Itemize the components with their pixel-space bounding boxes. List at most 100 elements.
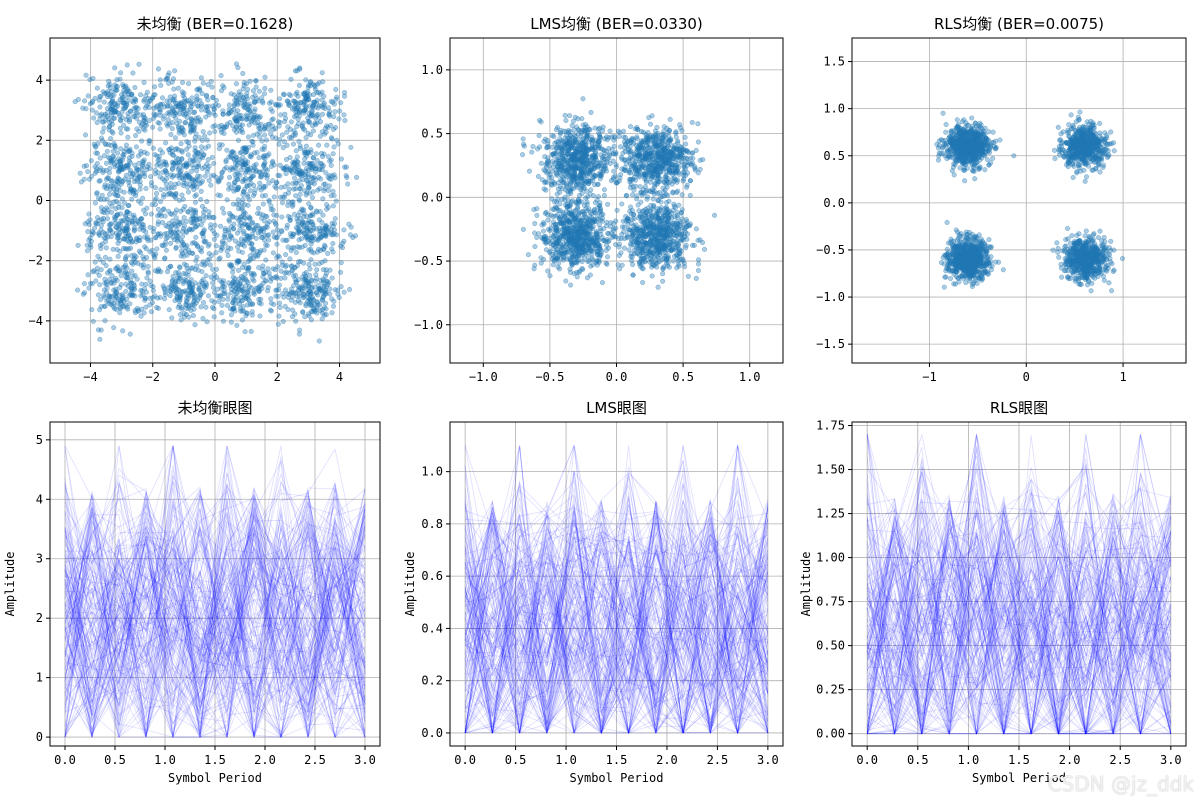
scatter-point — [332, 109, 338, 115]
scatter-point — [138, 148, 144, 154]
scatter-point — [629, 192, 636, 198]
scatter-point — [617, 144, 624, 150]
scatter-point — [695, 261, 702, 267]
scatter-point — [176, 111, 182, 117]
scatter-point — [316, 103, 322, 109]
scatter-point — [672, 214, 678, 220]
scatter-point — [322, 291, 328, 297]
scatter-point — [319, 89, 325, 95]
scatter-point — [148, 237, 154, 243]
scatter-point — [131, 227, 137, 233]
scatter-point — [114, 277, 120, 283]
scatter-point — [150, 287, 156, 294]
scatter-point — [288, 135, 295, 141]
scatter-point — [104, 281, 110, 287]
scatter-point — [232, 180, 238, 186]
scatter-point — [605, 239, 611, 245]
scatter-point — [189, 220, 195, 226]
scatter-point — [209, 304, 216, 310]
scatter-point — [199, 137, 205, 143]
scatter-point — [317, 133, 323, 139]
scatter-point — [200, 213, 207, 219]
scatter-point — [233, 111, 239, 117]
scatter-point — [243, 276, 249, 282]
scatter-point — [291, 211, 297, 217]
scatter-point — [245, 296, 251, 303]
scatter-point — [121, 270, 127, 276]
scatter-point — [273, 287, 279, 293]
scatter-point — [667, 116, 673, 122]
scatter-point — [157, 174, 163, 180]
scatter-point — [545, 268, 551, 274]
scatter-point — [100, 89, 106, 95]
scatter-point — [279, 262, 286, 268]
scatter-point — [245, 280, 251, 286]
scatter-point — [150, 124, 156, 130]
scatter-point — [695, 121, 701, 127]
scatter-point — [611, 137, 617, 143]
scatter-point — [170, 107, 176, 113]
scatter-point — [184, 265, 190, 272]
scatter-point — [230, 226, 237, 232]
scatter-point — [139, 121, 145, 127]
scatter-point — [93, 278, 99, 284]
scatter-point — [198, 144, 205, 150]
scatter-point — [209, 252, 215, 258]
scatter-point — [112, 65, 118, 71]
scatter-point — [213, 250, 219, 256]
scatter-point — [232, 238, 239, 244]
scatter-point — [173, 115, 179, 121]
scatter-point — [309, 195, 316, 201]
scatter-point — [322, 258, 328, 264]
scatter-point — [283, 171, 289, 177]
scatter-point — [250, 142, 256, 148]
scatter-point — [294, 105, 301, 111]
scatter-point — [280, 237, 286, 243]
scatter-point — [199, 90, 205, 97]
scatter-point — [207, 225, 214, 231]
scatter-point — [107, 191, 113, 197]
scatter-point — [348, 144, 354, 150]
scatter-point — [311, 155, 317, 161]
scatter-point — [230, 213, 236, 219]
scatter-point — [133, 193, 139, 199]
scatter-point — [160, 207, 166, 213]
scatter-point — [247, 109, 253, 115]
scatter-point — [660, 266, 666, 272]
scatter-point — [313, 208, 319, 214]
scatter-point — [147, 166, 153, 172]
scatter-point — [213, 243, 219, 249]
scatter-point — [250, 290, 257, 296]
scatter-point — [695, 267, 701, 273]
scatter-point — [214, 274, 220, 280]
scatter-point — [283, 269, 290, 275]
scatter-point — [75, 242, 81, 248]
scatter-point — [219, 169, 225, 175]
scatter-point — [283, 262, 289, 268]
scatter-point — [163, 169, 170, 175]
scatter-point — [295, 298, 302, 304]
scatter-point — [280, 91, 287, 97]
scatter-point — [144, 122, 150, 128]
scatter-point — [248, 188, 254, 194]
scatter-point — [109, 273, 115, 279]
scatter-point — [321, 102, 327, 108]
scatter-point — [219, 302, 225, 308]
scatter-point — [330, 99, 336, 105]
scatter-point — [274, 275, 280, 281]
scatter-point — [323, 270, 329, 276]
scatter-point — [599, 280, 605, 286]
scatter-point — [303, 104, 309, 110]
scatter-point — [132, 85, 138, 91]
scatter-point — [247, 240, 253, 246]
scatter-point — [185, 98, 192, 104]
scatter-point — [166, 190, 172, 196]
scatter-point — [210, 285, 216, 291]
scatter-point — [220, 240, 226, 246]
scatter-point — [199, 261, 205, 267]
scatter-point — [330, 240, 336, 247]
scatter-point — [93, 110, 99, 116]
scatter-point — [264, 243, 270, 249]
scatter-point — [291, 165, 297, 171]
